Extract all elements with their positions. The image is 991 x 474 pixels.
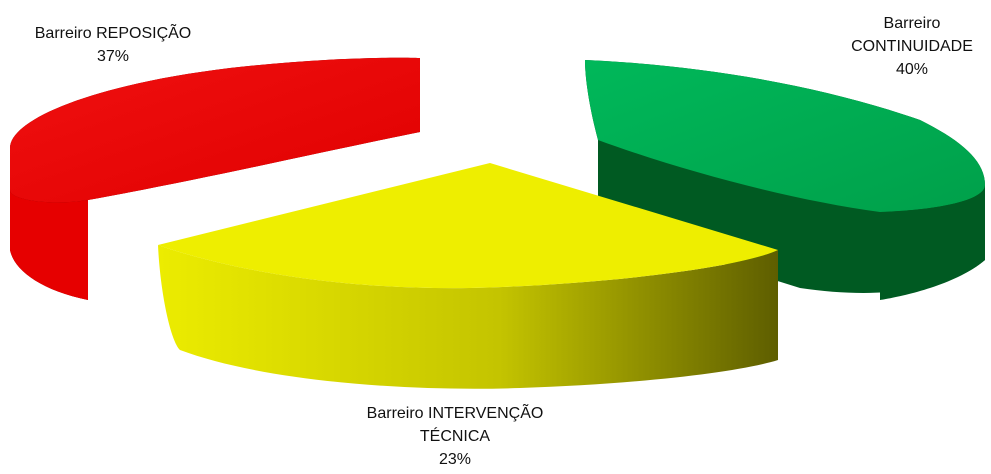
- slice-reposicao: [10, 57, 420, 300]
- slice-continuidade-value-label: 40%: [896, 61, 928, 78]
- slice-intervencao-top: [158, 163, 778, 289]
- slice-intervencao: [158, 163, 778, 389]
- slice-continuidade-top: [585, 60, 985, 212]
- slice-intervencao-label-line: Barreiro INTERVENÇÃO: [367, 402, 544, 422]
- slice-reposicao-top: [10, 57, 420, 203]
- slice-intervencao-label-line: TÉCNICA: [420, 426, 491, 445]
- slice-reposicao-value-label: 37%: [97, 48, 129, 65]
- slice-intervencao-side: [158, 245, 778, 389]
- slice-intervencao-value-label: 23%: [439, 451, 471, 468]
- slice-continuidade-label-line: CONTINUIDADE: [851, 38, 973, 55]
- slice-continuidade-label-line: Barreiro: [884, 15, 941, 32]
- slice-reposicao-label-line: Barreiro REPOSIÇÃO: [35, 22, 191, 42]
